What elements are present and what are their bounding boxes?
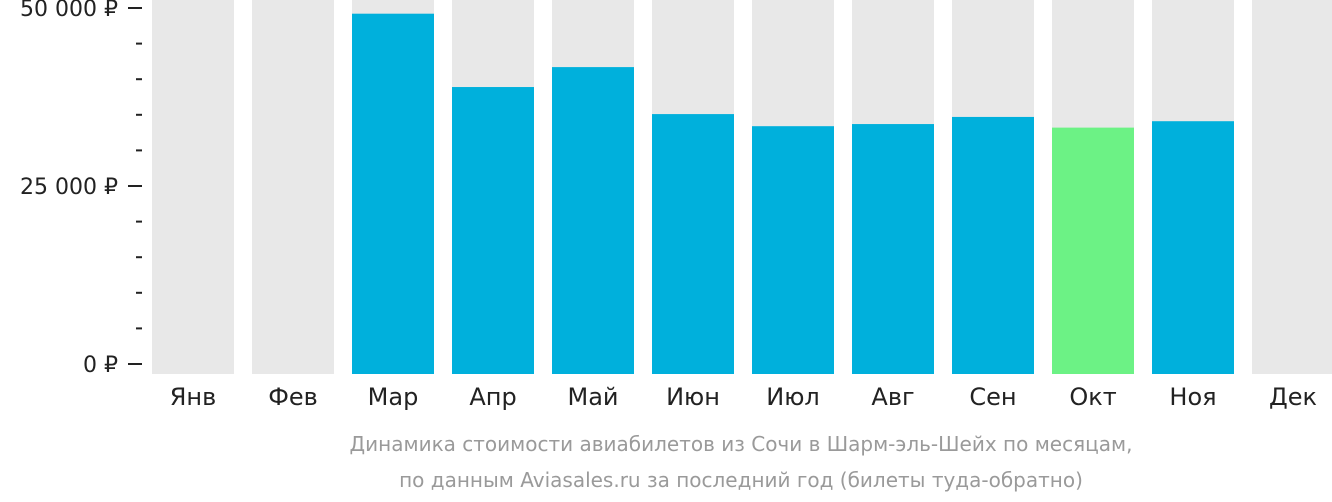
chart-caption-line-2: по данным Aviasales.ru за последний год … [399, 468, 1083, 492]
bar-4 [452, 87, 534, 375]
x-tick-label: Июн [666, 383, 720, 411]
bar-highlighted [1052, 127, 1134, 374]
x-tick-label: Фев [268, 383, 318, 411]
bar-3 [352, 13, 434, 374]
bar-5 [552, 67, 634, 374]
bar-background-2 [252, 0, 334, 374]
price-chart: Янв Фев Мар Апр Май Июн Июл Авг Сен Окт Ноя Дек 0 ₽ 2… [20, 0, 1332, 411]
bar-11 [1152, 121, 1234, 374]
x-tick-label: Янв [170, 383, 217, 411]
bar-background-1 [152, 0, 234, 374]
bar-9 [952, 116, 1034, 374]
bar-background-12 [1252, 0, 1332, 374]
x-tick-label: Дек [1269, 383, 1317, 411]
bar-8 [852, 124, 934, 374]
chart-caption-line-1: Динамика стоимости авиабилетов из Сочи в… [349, 432, 1133, 456]
bar-7 [752, 126, 834, 374]
x-tick-label: Авг [871, 383, 914, 411]
x-tick-label: Апр [469, 383, 516, 411]
y-tick-label: 25 000 ₽ [20, 175, 118, 200]
x-tick-label: Окт [1069, 383, 1116, 411]
x-tick-label: Ноя [1169, 383, 1216, 411]
y-tick-label: 0 ₽ [83, 353, 118, 378]
x-tick-label: Май [567, 383, 618, 411]
bar-6 [652, 114, 734, 374]
x-tick-label: Мар [368, 383, 419, 411]
y-tick-label: 50 000 ₽ [20, 0, 118, 22]
x-tick-label: Июл [766, 383, 820, 411]
x-tick-label: Сен [969, 383, 1016, 411]
